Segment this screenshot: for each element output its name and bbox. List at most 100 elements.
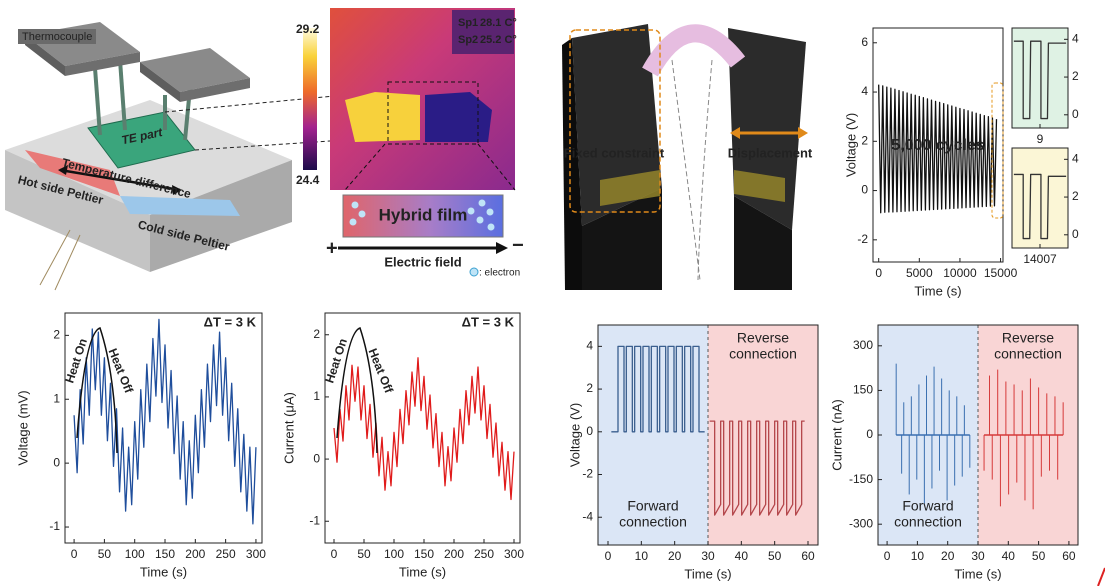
plus: +	[326, 237, 338, 259]
x-tick-label: 0	[884, 549, 891, 563]
x-tick-label: 60	[1062, 549, 1076, 563]
region-label: Forward	[902, 498, 953, 514]
x-tick-label: 30	[701, 549, 715, 563]
x-tick-label: 14007	[1023, 252, 1057, 266]
y-tick-label: 2	[861, 133, 868, 147]
annotation: ΔT = 3 K	[204, 314, 257, 329]
spot-name: Sp2	[458, 34, 478, 46]
x-tick-label: 50	[98, 547, 112, 561]
annotation: ΔT = 3 K	[462, 314, 515, 329]
x-axis-label: Time (s)	[140, 564, 187, 579]
bending-diagram: Fixed constraint Displacement	[562, 24, 813, 290]
y-tick-label: 2	[1072, 189, 1079, 203]
x-tick-label: 50	[768, 549, 782, 563]
y-tick-label: 2	[313, 327, 320, 341]
x-tick-label: 150	[155, 547, 175, 561]
hybrid-film-diagram: Hybrid film + − Electric field : electro…	[326, 195, 524, 279]
spot-name: Sp1	[458, 17, 478, 29]
x-tick-label: 0	[71, 547, 78, 561]
line-series	[334, 358, 514, 500]
y-tick-label: 0	[1072, 107, 1079, 121]
region-label: connection	[994, 346, 1062, 362]
region-label: connection	[894, 514, 962, 530]
edge-mark	[1098, 568, 1105, 586]
region-label: Reverse	[1002, 330, 1054, 346]
plot-background	[1012, 148, 1068, 248]
y-tick-label: 300	[853, 338, 873, 352]
x-axis-label: Time (s)	[954, 566, 1001, 581]
label: Thermocouple	[22, 31, 92, 43]
x-axis-label: Time (s)	[914, 283, 961, 298]
y-tick-label: -4	[582, 509, 593, 523]
y-tick-label: 4	[586, 339, 593, 353]
region-label: connection	[729, 346, 797, 362]
region-label: Reverse	[737, 330, 789, 346]
y-tick-label: 2	[586, 381, 593, 395]
x-tick-label: 0	[875, 266, 882, 280]
chart-label: 5,000 cycles	[891, 137, 985, 154]
figure: Thermocouple TE part Temperature differe…	[0, 0, 1105, 586]
label: Fixed constraint	[564, 145, 665, 160]
x-tick-label: 20	[668, 549, 682, 563]
x-tick-label: 9	[1037, 132, 1044, 146]
y-axis-label: Current (nA)	[829, 399, 844, 471]
y-axis-label: Current (μA)	[281, 392, 296, 464]
line-series	[74, 319, 256, 523]
x-tick-label: 10000	[943, 266, 977, 280]
x-tick-label: 0	[605, 549, 612, 563]
y-tick-label: 0	[1072, 227, 1079, 241]
y-tick-label: -300	[849, 516, 873, 530]
x-tick-label: 40	[735, 549, 749, 563]
x-tick-label: 200	[185, 547, 205, 561]
x-tick-label: 50	[1032, 549, 1046, 563]
y-tick-label: 150	[853, 383, 873, 397]
y-axis-label: Voltage (mV)	[15, 390, 30, 465]
field-label: Electric field	[384, 254, 461, 269]
x-tick-label: 50	[357, 547, 371, 561]
x-tick-label: 60	[801, 549, 815, 563]
thermal-image: 29.2 24.4 Sp1 28.1 C° Sp2 25.2 C°	[296, 8, 517, 190]
x-tick-label: 150	[414, 547, 434, 561]
region-label: connection	[619, 514, 687, 530]
y-tick-label: 0	[313, 451, 320, 465]
y-tick-label: 1	[313, 389, 320, 403]
y-tick-label: -1	[309, 513, 320, 527]
x-axis-label: Time (s)	[399, 564, 446, 579]
x-tick-label: 100	[384, 547, 404, 561]
x-tick-label: 10	[911, 549, 925, 563]
minus: −	[512, 234, 524, 256]
y-tick-label: 4	[1072, 151, 1079, 165]
x-tick-label: 10	[635, 549, 649, 563]
y-axis-label: Voltage (V)	[843, 113, 858, 177]
colorbar-label: 24.4	[296, 173, 320, 187]
x-tick-label: 250	[474, 547, 494, 561]
y-axis-label: Voltage (V)	[567, 403, 582, 467]
film-label: Hybrid film	[379, 205, 468, 224]
y-tick-label: 0	[53, 455, 60, 469]
y-tick-label: 2	[53, 328, 60, 342]
y-tick-label: -1	[49, 519, 60, 533]
y-tick-label: 1	[53, 391, 60, 405]
x-tick-label: 200	[444, 547, 464, 561]
x-tick-label: 30	[971, 549, 985, 563]
x-axis-label: Time (s)	[684, 566, 731, 581]
y-tick-label: 4	[1072, 31, 1079, 45]
electron-label: : electron	[479, 268, 520, 279]
spot-reading: 28.1 C°	[480, 17, 517, 29]
y-tick-label: 4	[861, 84, 868, 98]
x-tick-label: 300	[246, 547, 266, 561]
x-tick-label: 20	[941, 549, 955, 563]
plot-frame	[65, 313, 262, 543]
setup-diagram: Thermocouple TE part Temperature differe…	[5, 22, 345, 290]
x-tick-label: 5000	[906, 266, 933, 280]
region-label: Forward	[627, 498, 678, 514]
y-tick-label: 2	[1072, 69, 1079, 83]
y-tick-label: -2	[582, 467, 593, 481]
y-tick-label: 6	[861, 35, 868, 49]
spot-reading: 25.2 C°	[480, 34, 517, 46]
y-tick-label: 0	[586, 424, 593, 438]
x-tick-label: 40	[1002, 549, 1016, 563]
y-tick-label: 0	[861, 183, 868, 197]
y-tick-label: -150	[849, 472, 873, 486]
x-tick-label: 100	[125, 547, 145, 561]
